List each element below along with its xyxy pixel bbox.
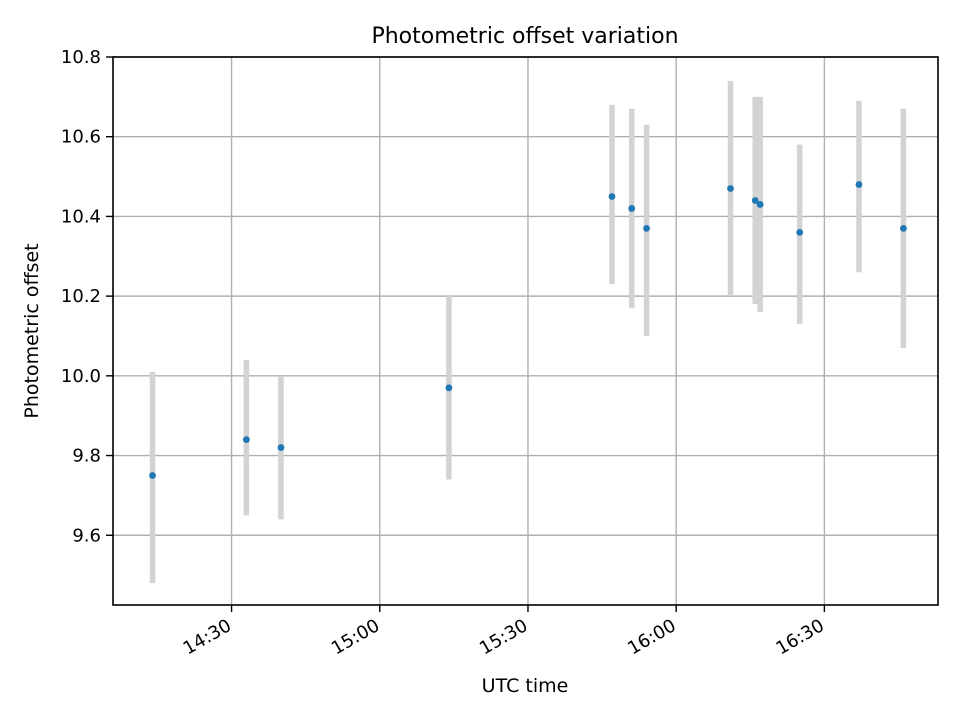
y-tick-label: 9.6	[72, 525, 101, 546]
y-axis-label: Photometric offset	[21, 243, 43, 418]
chart-title: Photometric offset variation	[371, 24, 678, 49]
x-tick-label: 15:00	[328, 615, 383, 659]
data-point	[608, 193, 616, 200]
x-tick-label: 15:30	[476, 615, 531, 659]
grid	[113, 56, 938, 605]
y-tick-label: 9.8	[72, 446, 101, 467]
data-point	[643, 224, 650, 232]
data-point	[900, 224, 907, 232]
x-tick-label: 16:00	[624, 615, 679, 659]
data-point	[445, 384, 453, 392]
data-point	[242, 436, 250, 444]
data-points	[149, 181, 907, 479]
data-point	[756, 201, 764, 208]
plot-frame	[112, 56, 939, 606]
x-axis-label: UTC time	[482, 675, 569, 697]
y-tick-label: 10.0	[61, 366, 101, 387]
y-tick-label: 10.2	[61, 286, 101, 307]
data-point	[796, 228, 804, 236]
data-point	[149, 472, 156, 479]
data-point	[727, 185, 734, 192]
y-tick-label: 10.4	[61, 206, 101, 227]
data-point	[628, 205, 636, 212]
data-point	[855, 181, 863, 188]
data-point	[277, 444, 285, 451]
y-tick-label: 10.8	[61, 47, 101, 68]
x-tick-label: 14:30	[180, 615, 235, 659]
axis-ticks: 14:30 15:00 15:30 16:00 16:30 9.6 9.8 10.0 10.2 1…	[61, 47, 828, 659]
y-tick-label: 10.6	[61, 127, 101, 148]
x-tick-label: 16:30	[772, 615, 827, 659]
data-point	[751, 197, 759, 204]
